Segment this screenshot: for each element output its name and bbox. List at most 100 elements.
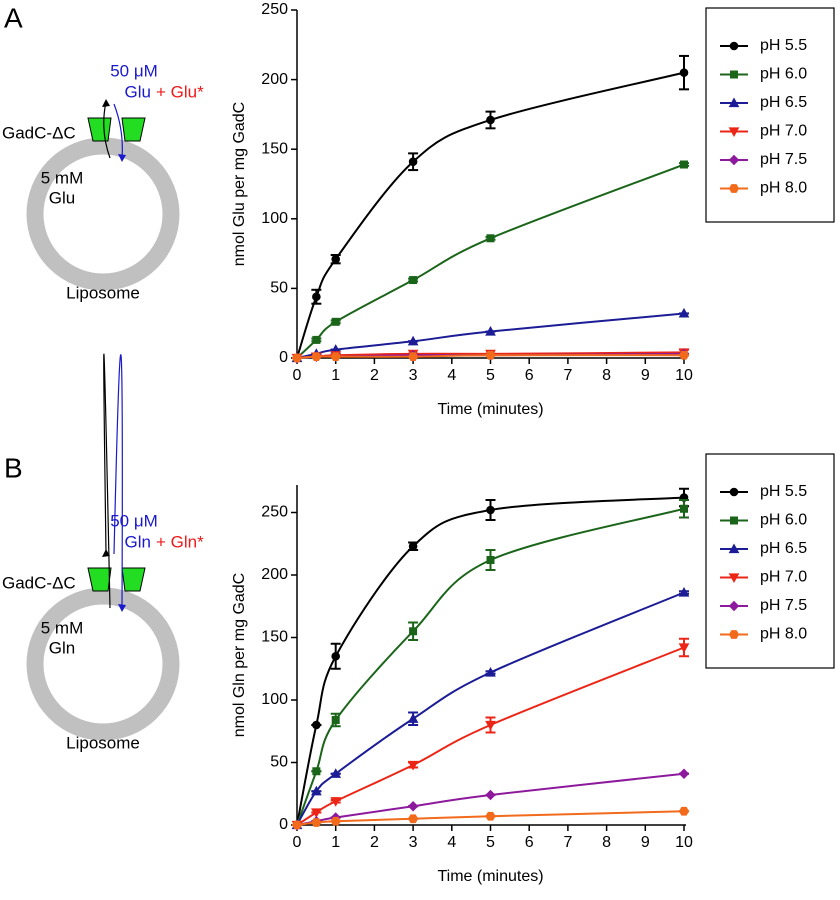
legend-label: pH 8.0 <box>760 180 807 197</box>
label-conc-out: 50 μM <box>110 511 158 530</box>
data-point <box>331 254 341 264</box>
data-point <box>485 811 496 821</box>
transporter-half <box>121 567 146 592</box>
data-point <box>330 816 341 826</box>
data-point <box>486 505 495 515</box>
arrowhead <box>102 99 110 107</box>
data-point <box>485 720 496 731</box>
label-vesicle: Liposome <box>66 283 140 302</box>
legend-marker <box>729 41 739 51</box>
data-point <box>409 276 418 285</box>
data-point <box>407 801 419 812</box>
legend-label: pH 6.5 <box>760 540 807 557</box>
data-point <box>312 767 321 776</box>
legend-label: pH 7.0 <box>760 123 807 140</box>
liposome <box>26 587 180 741</box>
data-point <box>680 504 688 513</box>
y-tick-label: 200 <box>261 566 288 583</box>
label-labeled: + Gln* <box>156 532 204 551</box>
panel-label: A <box>4 2 23 33</box>
y-tick-label: 0 <box>279 816 288 833</box>
label-substrate-in: Gln <box>49 638 75 657</box>
legend-box <box>705 7 835 223</box>
data-point <box>331 317 340 326</box>
x-tick-label: 7 <box>563 834 572 851</box>
y-tick-label: 50 <box>270 754 288 771</box>
x-tick-label: 3 <box>409 367 418 384</box>
arrowhead <box>118 154 126 162</box>
x-tick-label: 9 <box>641 834 650 851</box>
data-point <box>407 760 419 771</box>
legend-marker <box>728 97 740 108</box>
legend-marker <box>729 487 739 497</box>
panel-label: B <box>4 452 23 483</box>
x-tick-label: 7 <box>563 367 572 384</box>
data-point <box>485 666 496 677</box>
label-vesicle: Liposome <box>66 733 140 752</box>
data-point <box>311 808 322 819</box>
legend-label: pH 7.5 <box>760 597 807 614</box>
label-substrate-in: Glu <box>49 188 75 207</box>
legend-label: pH 7.0 <box>760 569 807 586</box>
arrowhead <box>118 604 126 612</box>
legend-label: pH 7.5 <box>760 151 807 168</box>
data-point <box>486 556 495 564</box>
x-tick-label: 9 <box>641 367 650 384</box>
data-point <box>408 157 418 167</box>
legend-marker <box>728 154 740 166</box>
legend-label: pH 6.0 <box>760 512 807 529</box>
data-point <box>485 326 496 336</box>
data-point <box>291 820 303 830</box>
data-point <box>311 785 322 796</box>
label-transporter: GadC-ΔC <box>2 123 76 142</box>
arrow-out <box>103 353 111 609</box>
legend-marker <box>730 70 738 79</box>
x-axis-label: Time (minutes) <box>437 868 543 885</box>
legend-marker <box>728 573 740 584</box>
x-tick-label: 1 <box>331 834 340 851</box>
data-point <box>409 627 418 636</box>
label-conc-in: 5 mM <box>41 168 84 187</box>
arrow-out <box>103 101 111 159</box>
legend-marker <box>730 516 738 525</box>
x-tick-label: 3 <box>409 834 418 851</box>
legend-marker <box>728 184 740 193</box>
data-point <box>679 68 689 77</box>
x-tick-label: 8 <box>602 367 611 384</box>
arrowhead <box>102 549 110 557</box>
data-point <box>331 651 341 661</box>
data-point <box>408 352 419 362</box>
y-tick-label: 50 <box>270 280 288 297</box>
y-tick-label: 150 <box>261 140 288 157</box>
data-point <box>311 352 322 362</box>
legend-label: pH 6.5 <box>760 94 807 111</box>
y-tick-label: 100 <box>261 210 288 227</box>
legend-label: pH 5.5 <box>760 37 807 54</box>
data-point <box>312 292 321 302</box>
x-tick-label: 2 <box>370 367 379 384</box>
legend-marker <box>728 127 740 138</box>
label-conc-out: 50 μM <box>110 61 158 80</box>
data-point <box>408 541 418 551</box>
y-tick-label: 250 <box>261 504 288 521</box>
data-point <box>680 160 688 169</box>
y-tick-label: 150 <box>261 629 288 646</box>
x-tick-label: 10 <box>675 834 693 851</box>
data-point <box>330 797 342 807</box>
legend-box <box>705 453 835 669</box>
x-axis-label: Time (minutes) <box>437 401 543 418</box>
data-point <box>678 806 690 816</box>
transporter-half <box>121 117 146 142</box>
x-tick-label: 4 <box>447 367 456 384</box>
data-point <box>407 335 419 346</box>
label-substrate-out: Glu <box>125 82 151 101</box>
label-substrate-out: Gln <box>125 532 151 551</box>
data-point <box>291 353 303 363</box>
x-tick-label: 1 <box>331 367 340 384</box>
y-tick-label: 250 <box>261 1 288 18</box>
data-point <box>678 643 690 654</box>
liposome <box>26 137 180 291</box>
label-conc-in: 5 mM <box>41 618 84 637</box>
